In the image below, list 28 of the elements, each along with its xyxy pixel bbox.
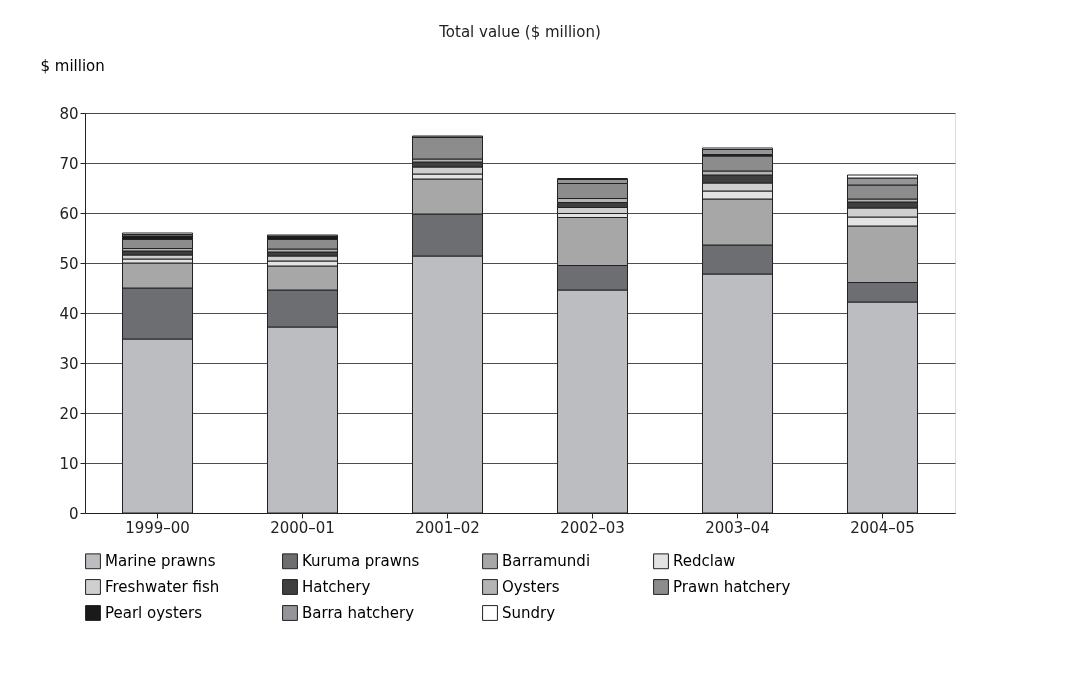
legend-label: Freshwater fish: [105, 578, 220, 596]
y-tick-label: 20: [59, 404, 79, 423]
legend-label: Prawn hatchery: [673, 578, 791, 596]
x-tick-label: 2004–05: [850, 518, 915, 537]
y-tick-label: 70: [59, 154, 79, 173]
legend-label: Barramundi: [502, 552, 591, 571]
x-tick-label: 2003–04: [705, 518, 770, 537]
legend-label: Hatchery: [302, 578, 371, 596]
legend-label: Kuruma prawns: [302, 552, 420, 571]
y-tick-label: 10: [59, 454, 79, 473]
y-tick-label: 0: [68, 504, 79, 523]
x-tick-label: 2000–01: [270, 518, 335, 537]
y-tick-label: 50: [59, 254, 79, 273]
x-tick-label: 2002–03: [560, 518, 625, 537]
legend-label: Oysters: [502, 578, 560, 596]
legend-label: Barra hatchery: [302, 604, 415, 622]
y-tick-label: 80: [59, 104, 79, 123]
chart-title: Total value ($ million): [438, 23, 601, 41]
y-tick-label: 30: [59, 354, 79, 373]
legend-label: Marine prawns: [105, 552, 216, 571]
legend-label: Pearl oysters: [105, 604, 203, 622]
x-tick-label: 2001–02: [415, 518, 480, 537]
y-tick-label: 60: [59, 204, 79, 223]
legend-label: Sundry: [502, 604, 556, 622]
y-tick-label: 40: [59, 304, 79, 323]
x-tick-label: 1999–00: [125, 518, 190, 537]
y-axis-title: $ million: [40, 56, 105, 75]
legend-label: Redclaw: [673, 552, 736, 571]
